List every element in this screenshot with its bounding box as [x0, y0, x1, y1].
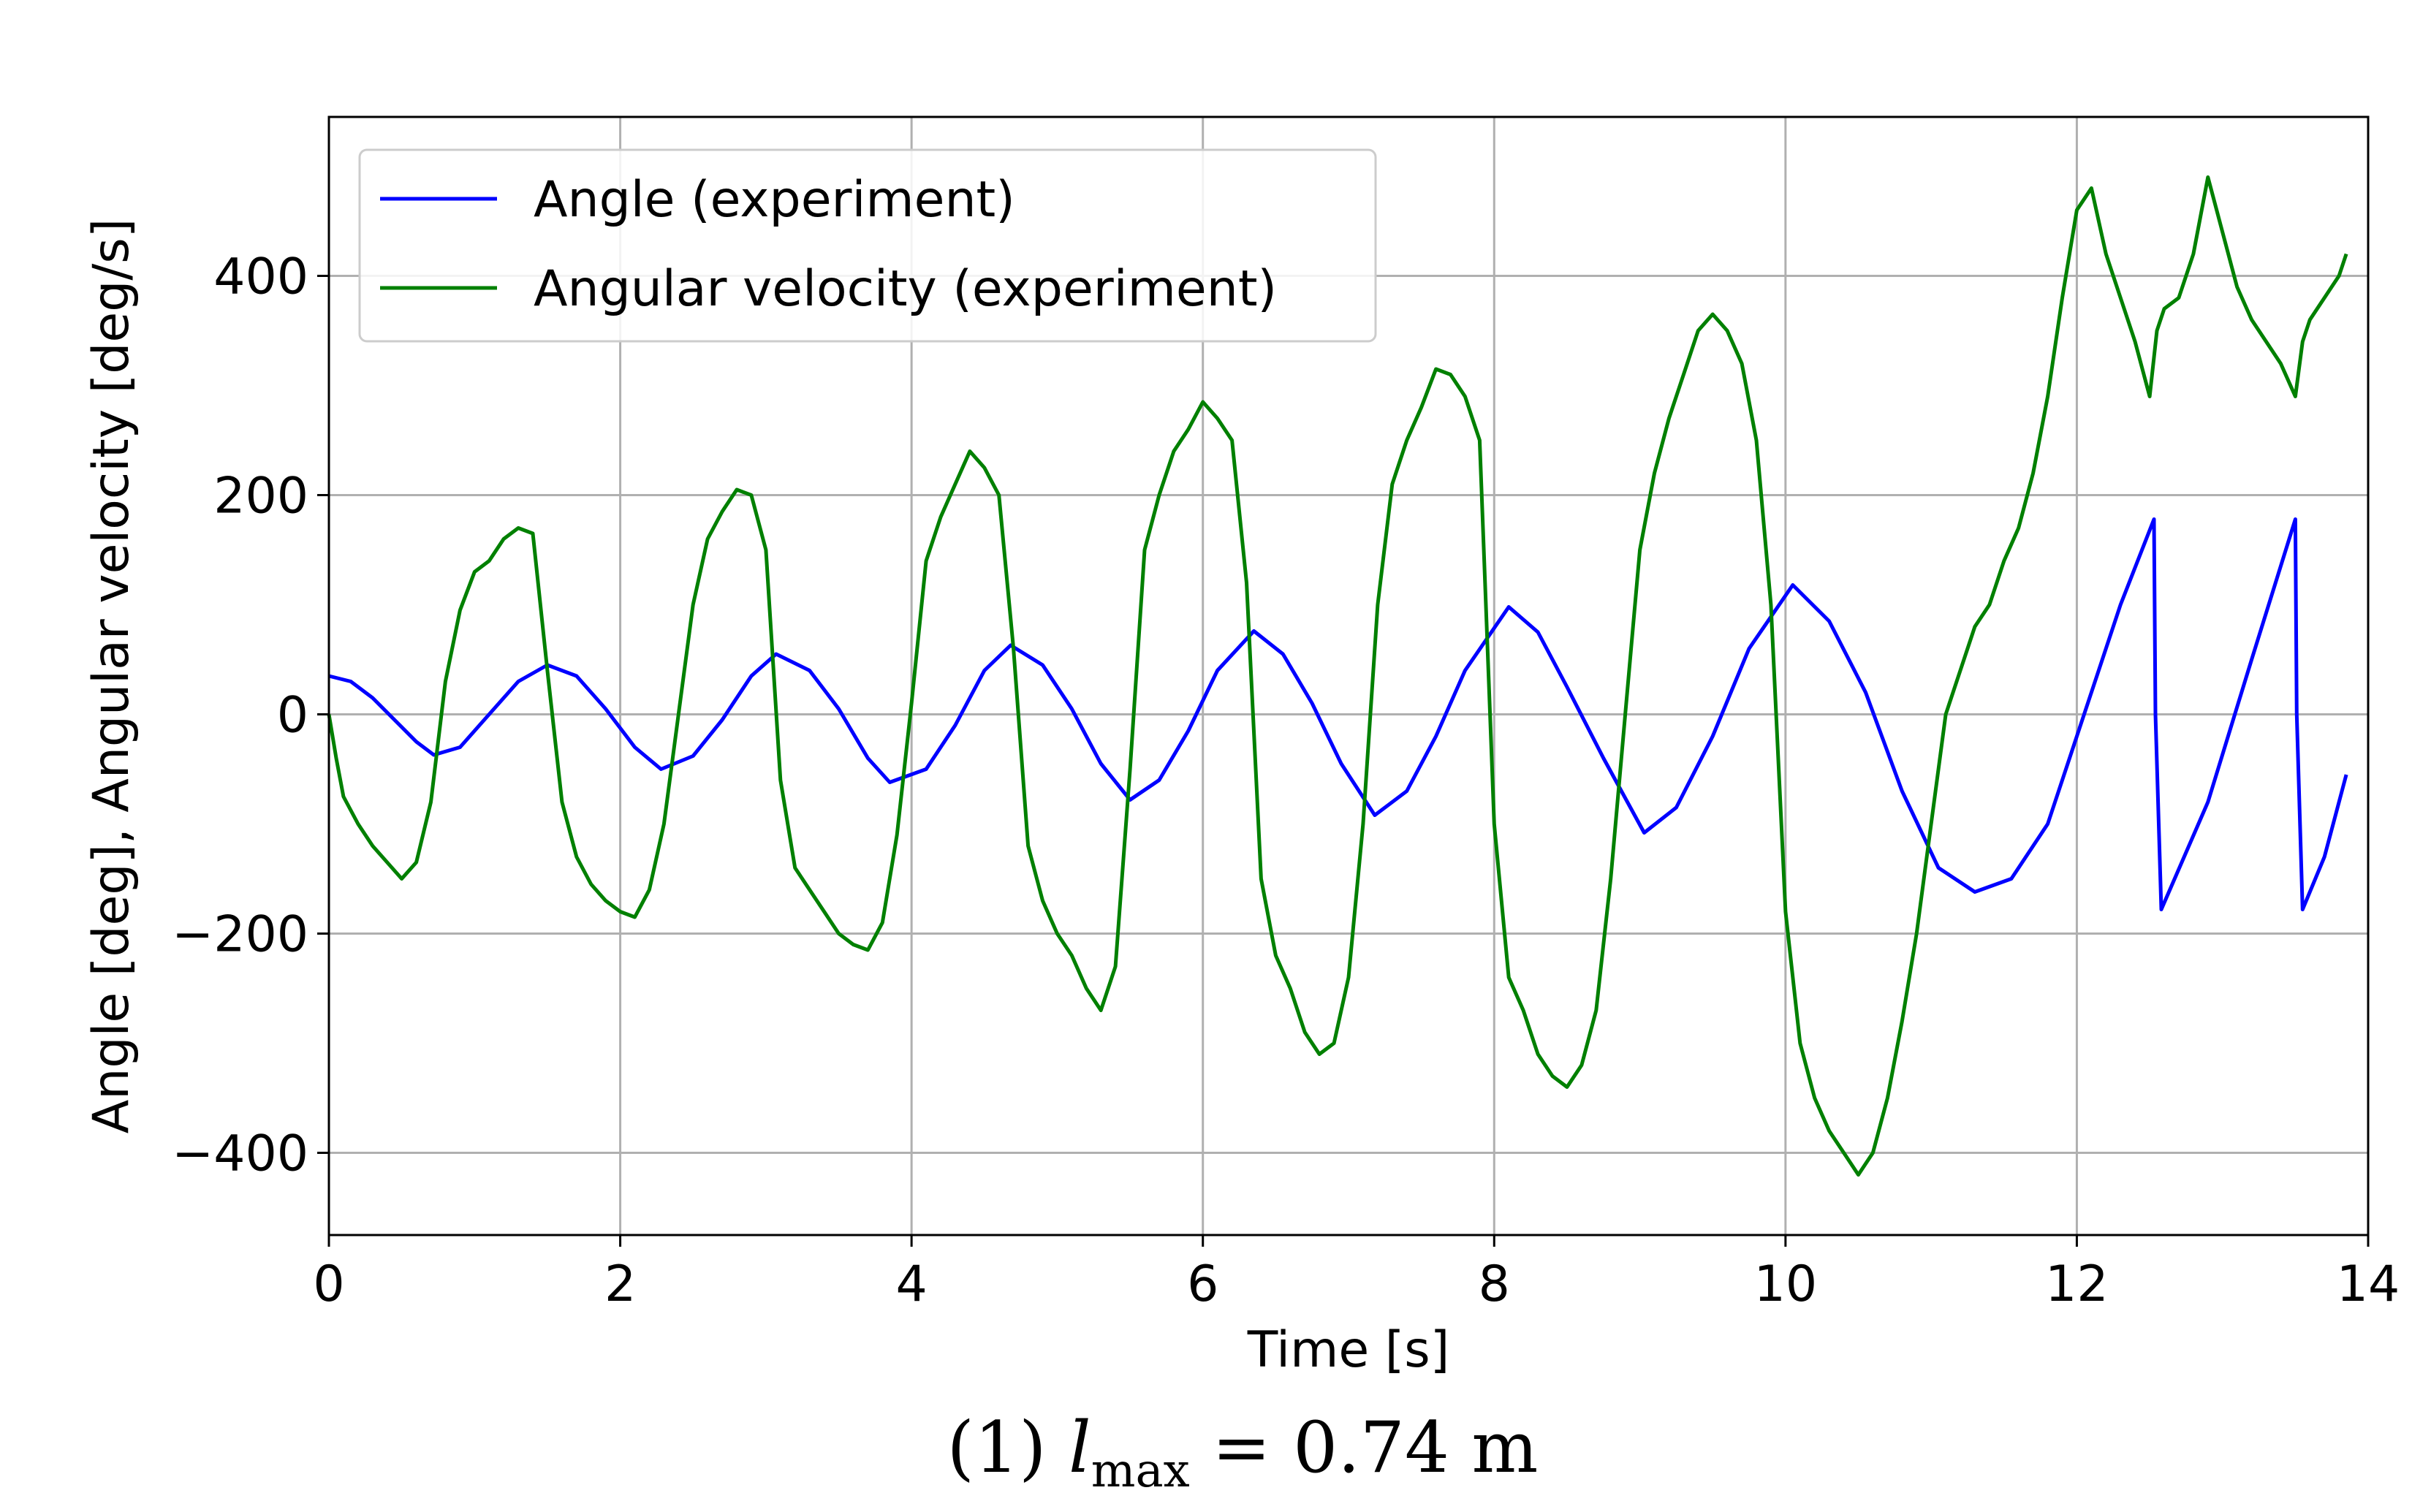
series-line-angle [328, 517, 2348, 911]
caption-prefix: (1) [947, 1407, 1069, 1489]
series-line-angular-velocity [327, 175, 2348, 1177]
plot-frame [327, 115, 2370, 1236]
x-tick-label: 12 [2045, 1255, 2109, 1313]
legend: Angle (experiment) Angular velocity (exp… [358, 148, 1377, 343]
figure-caption: (1) lmax = 0.74 m [0, 1407, 2412, 1498]
legend-entry-angular-velocity: Angular velocity (experiment) [534, 260, 1277, 318]
series-layer [327, 175, 2348, 1177]
axis-ticks: 0 2 4 6 8 10 12 14 −400 −200 0 200 400 [172, 248, 2400, 1314]
x-tick-label: 8 [1479, 1255, 1510, 1313]
y-tick-label: 400 [213, 248, 308, 306]
x-tick-label: 6 [1187, 1255, 1218, 1313]
y-axis-label: Angle [deg], Angular velocity [deg/s] [83, 219, 140, 1134]
caption-suffix: = 0.74 m [1189, 1407, 1539, 1489]
x-tick-label: 10 [1754, 1255, 1818, 1313]
x-tick-label: 4 [896, 1255, 928, 1313]
x-tick-label: 14 [2337, 1255, 2400, 1313]
caption-subscript: max [1091, 1444, 1190, 1499]
y-tick-label: 0 [277, 687, 308, 745]
y-tick-label: 200 [213, 468, 308, 525]
x-tick-label: 2 [604, 1255, 636, 1313]
x-axis-label: Time [s] [1247, 1321, 1450, 1379]
x-tick-label: 0 [313, 1255, 344, 1313]
caption-symbol: l [1069, 1407, 1091, 1489]
y-tick-label: −400 [172, 1125, 308, 1183]
legend-entry-angle: Angle (experiment) [534, 171, 1015, 229]
legend-box [358, 148, 1377, 343]
y-tick-label: −200 [172, 906, 308, 964]
